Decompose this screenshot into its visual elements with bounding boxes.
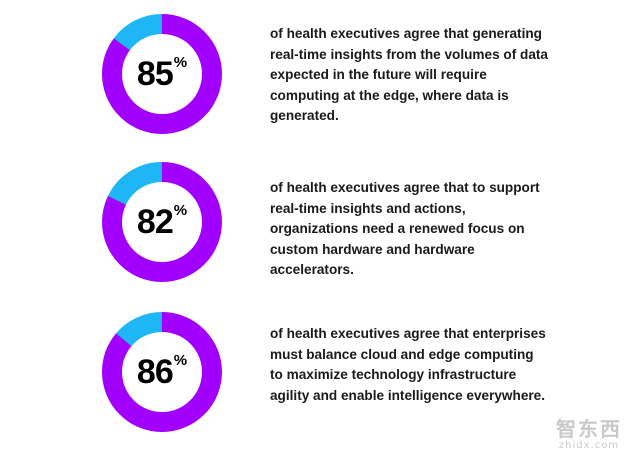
donut-slice-agree (102, 312, 222, 432)
stat-description-2: of health executives agree that to suppo… (270, 180, 540, 277)
stat-block-2: 82% of health executives agree that to s… (0, 152, 640, 292)
stat-description-3: of health executives agree that enterpri… (270, 326, 546, 403)
stat-block-3: 86% of health executives agree that ente… (0, 304, 640, 444)
watermark-domain: zhidx.com (558, 440, 620, 451)
donut-chart-2: 82% (100, 160, 224, 284)
donut-chart-3: 86% (100, 310, 224, 434)
stat-description-1: of health executives agree that generati… (270, 26, 548, 123)
watermark-logo: 智东西 (556, 417, 622, 441)
donut-slice-agree (102, 162, 222, 282)
donut-chart-1: 85% (100, 12, 224, 136)
donut-slice-agree (102, 14, 222, 134)
stat-block-1: 85% of health executives agree that gene… (0, 4, 640, 144)
watermark: 智东西 zhidx.com (556, 418, 622, 452)
